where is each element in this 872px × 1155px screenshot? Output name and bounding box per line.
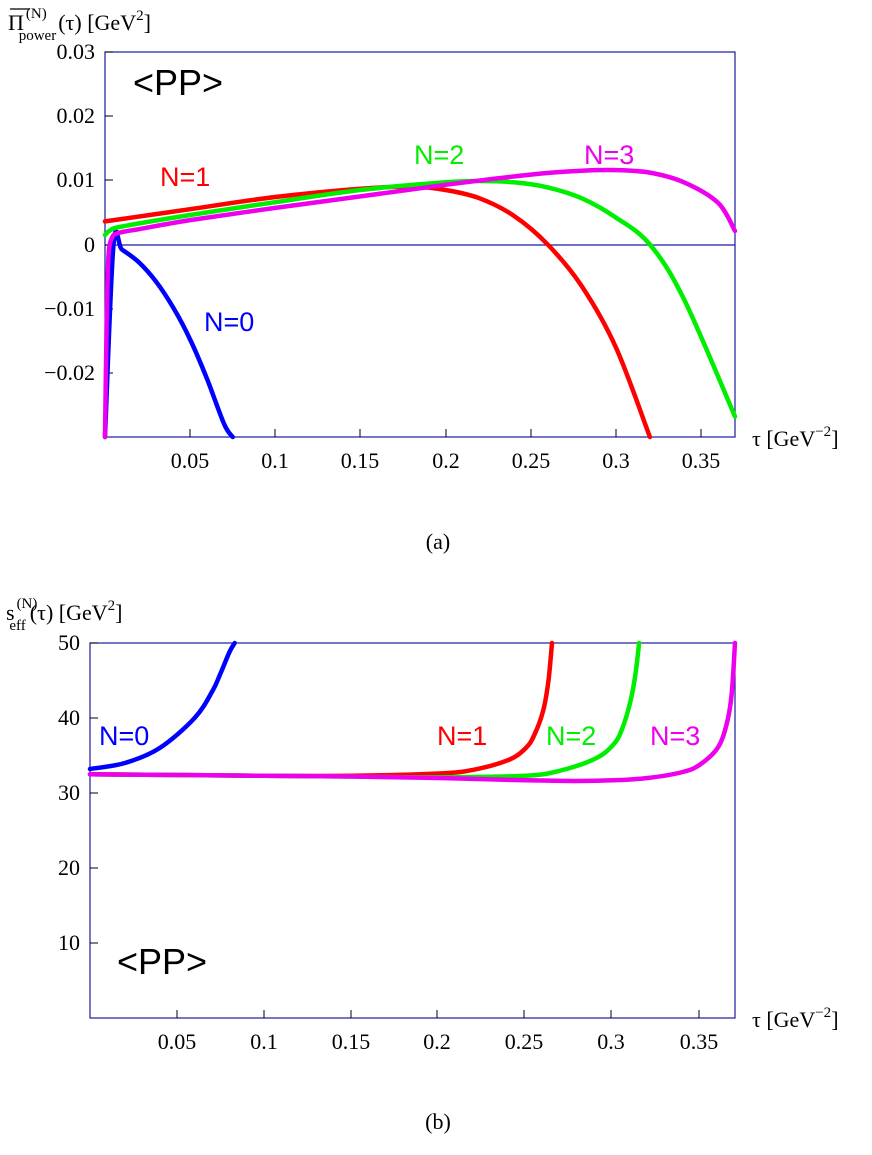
panel-a-ytick-label--0.02: −0.02	[44, 360, 95, 385]
panel-a-curves	[102, 167, 738, 440]
panel-a-ytick-label-0.03: 0.03	[57, 39, 96, 64]
panel-b-y-ticks: 50 40 30 20 10	[58, 630, 98, 955]
panel-a-annotation: <PP>	[133, 62, 223, 103]
panel-b-ylabel-unit: (τ) [GeV	[30, 600, 108, 625]
panel-a-ylabel-unit-sup: 2	[136, 8, 144, 24]
panel-a-series-n3-line	[102, 167, 738, 440]
panel-a-label-n3: N=3	[584, 140, 634, 170]
panel-a-xtick-label-0.1: 0.1	[261, 448, 289, 473]
panel-a-xlabel-sup: −2	[815, 424, 831, 440]
panel-b-ylabel-unit-sup: 2	[108, 598, 116, 614]
panel-a-ytick-label-0: 0	[84, 232, 95, 257]
panel-b-xtick-label-0.2: 0.2	[423, 1029, 451, 1054]
panel-b-ylabel-symbol: s	[6, 600, 15, 625]
panel-b-xlabel: τ [GeV−2]	[752, 1005, 839, 1032]
panel-b-xtick-label-0.1: 0.1	[250, 1029, 278, 1054]
panel-a-ytick-label-0.01: 0.01	[57, 167, 96, 192]
panel-b-xlabel-close: ]	[831, 1007, 838, 1032]
panel-a-series-n1-line	[102, 184, 653, 440]
panel-a-xtick-label-0.3: 0.3	[602, 448, 630, 473]
panel-a-xlabel-close: ]	[831, 426, 838, 451]
panel-b-label-n0: N=0	[99, 721, 149, 751]
panel-a-ytick-label-0.02: 0.02	[57, 103, 96, 128]
panel-b-caption: (b)	[425, 1109, 451, 1134]
panel-a-ylabel-sup: (N)	[26, 6, 47, 22]
panel-b-ytick-label-30: 30	[58, 780, 80, 805]
panel-a-xtick-label-0.2: 0.2	[432, 448, 460, 473]
panel-b-series-n3-line	[87, 640, 738, 784]
panel-a-ylabel-close: ]	[144, 10, 151, 35]
panel-b-ytick-label-50: 50	[58, 630, 80, 655]
panel-b-xtick-label-0.15: 0.15	[332, 1029, 371, 1054]
panel-a-xtick-label-0.35: 0.35	[682, 448, 721, 473]
panel-b-annotation: <PP>	[117, 941, 207, 982]
panel-a-xlabel: τ [GeV−2]	[752, 424, 839, 451]
panel-b-ytick-label-40: 40	[58, 705, 80, 730]
panel-a-label-n2: N=2	[414, 140, 464, 170]
panel-a-series-n0-line	[102, 229, 235, 440]
panel-b-x-ticks: 0.05 0.1 0.15 0.2 0.25 0.3 0.35	[158, 1010, 719, 1054]
panel-a-ylabel-sub: power	[19, 28, 57, 44]
panel-b-ylabel: s (N) eff (τ) [GeV2]	[6, 596, 122, 634]
panel-a-ylabel: Π (N) power(τ) [GeV2]	[8, 6, 151, 44]
panel-b-label-n2: N=2	[546, 721, 596, 751]
panel-a-ylabel-unit: (τ) [GeV	[58, 10, 136, 35]
panel-b-series-n0-line	[87, 640, 237, 772]
panel-b-xtick-label-0.25: 0.25	[505, 1029, 544, 1054]
panel-a-ylabel-symbol: Π	[8, 10, 24, 35]
panel-b-series-n1-line	[87, 640, 555, 779]
panel-b-xlabel-text: τ [GeV	[752, 1007, 815, 1032]
panel-b-xlabel-sup: −2	[815, 1005, 831, 1021]
panel-b-ytick-label-10: 10	[58, 930, 80, 955]
panel-b-frame	[89, 642, 736, 1019]
panel-b-label-n1: N=1	[437, 721, 487, 751]
panel-a: Π (N) power(τ) [GeV2] 0.03 0.02 0.01 0 −0.…	[8, 6, 839, 554]
panel-b-ylabel-close: ]	[115, 600, 122, 625]
panel-b-curves	[87, 640, 738, 784]
panel-a-y-ticks: 0.03 0.02 0.01 0 −0.01 −0.02	[44, 39, 113, 385]
panel-b-xtick-label-0.35: 0.35	[680, 1029, 719, 1054]
panel-a-series-n2-line	[102, 178, 738, 419]
panel-b-ylabel-sub: eff	[9, 618, 25, 634]
panel-a-xlabel-text: τ [GeV	[752, 426, 815, 451]
panel-b-xtick-label-0.3: 0.3	[597, 1029, 625, 1054]
panel-a-xtick-label-0.15: 0.15	[341, 448, 380, 473]
panel-b-ylabel-sup: (N)	[17, 596, 38, 612]
panel-b-ytick-label-20: 20	[58, 855, 80, 880]
panel-a-label-n0: N=0	[204, 307, 254, 337]
panel-b-series-n2-line	[87, 640, 642, 780]
panel-b: s (N) eff (τ) [GeV2] 50 40 30 20 10 0.05 0.…	[6, 596, 839, 1134]
panel-b-xtick-label-0.05: 0.05	[158, 1029, 197, 1054]
panel-a-label-n1: N=1	[160, 162, 210, 192]
panel-b-label-n3: N=3	[650, 721, 700, 751]
panel-a-xtick-label-0.05: 0.05	[171, 448, 210, 473]
panel-a-xtick-label-0.25: 0.25	[512, 448, 551, 473]
panel-a-ytick-label--0.01: −0.01	[44, 296, 95, 321]
panel-a-caption: (a)	[426, 529, 450, 554]
panel-a-x-ticks: 0.05 0.1 0.15 0.2 0.25 0.3 0.35	[171, 429, 721, 473]
